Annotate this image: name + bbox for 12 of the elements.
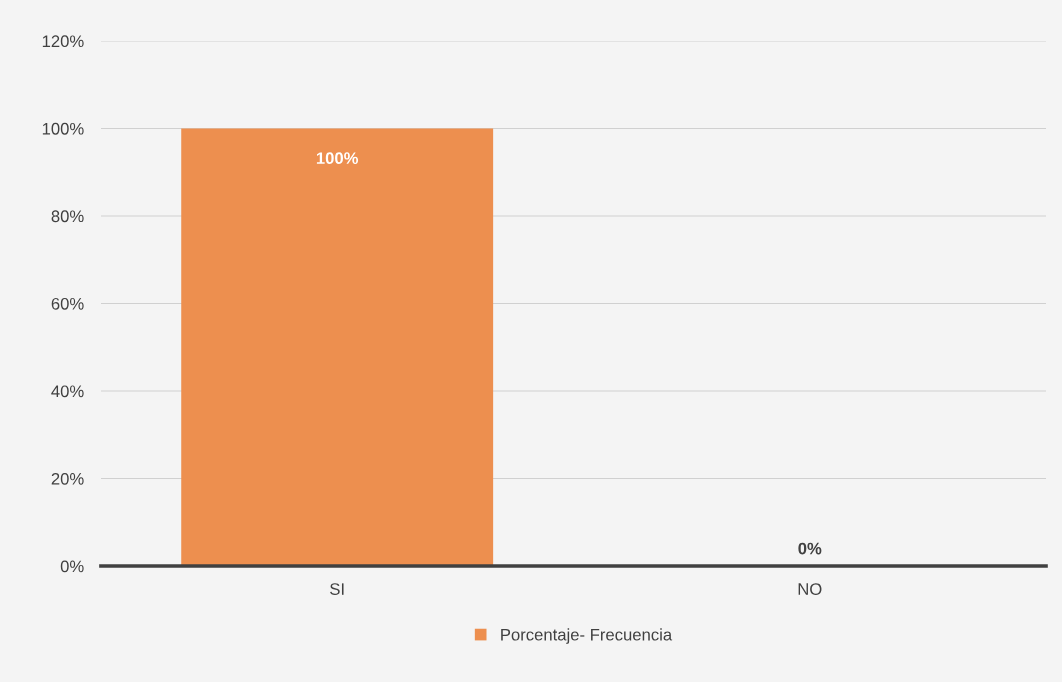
data-label: 0% xyxy=(798,542,822,555)
legend-label: Porcentaje- Frecuencia xyxy=(501,628,673,644)
y-tick-label: 60% xyxy=(51,297,84,310)
y-tick-label: 80% xyxy=(51,210,84,223)
y-tick-label: 120% xyxy=(42,35,84,48)
y-tick-label: 40% xyxy=(51,385,84,398)
x-tick-label: SI xyxy=(330,583,344,595)
y-tick-label: 0% xyxy=(60,560,84,573)
y-tick-label: 100% xyxy=(42,122,84,135)
data-label: 100% xyxy=(316,152,359,165)
x-tick-label: NO xyxy=(798,583,822,595)
y-tick-label: 20% xyxy=(51,472,84,485)
